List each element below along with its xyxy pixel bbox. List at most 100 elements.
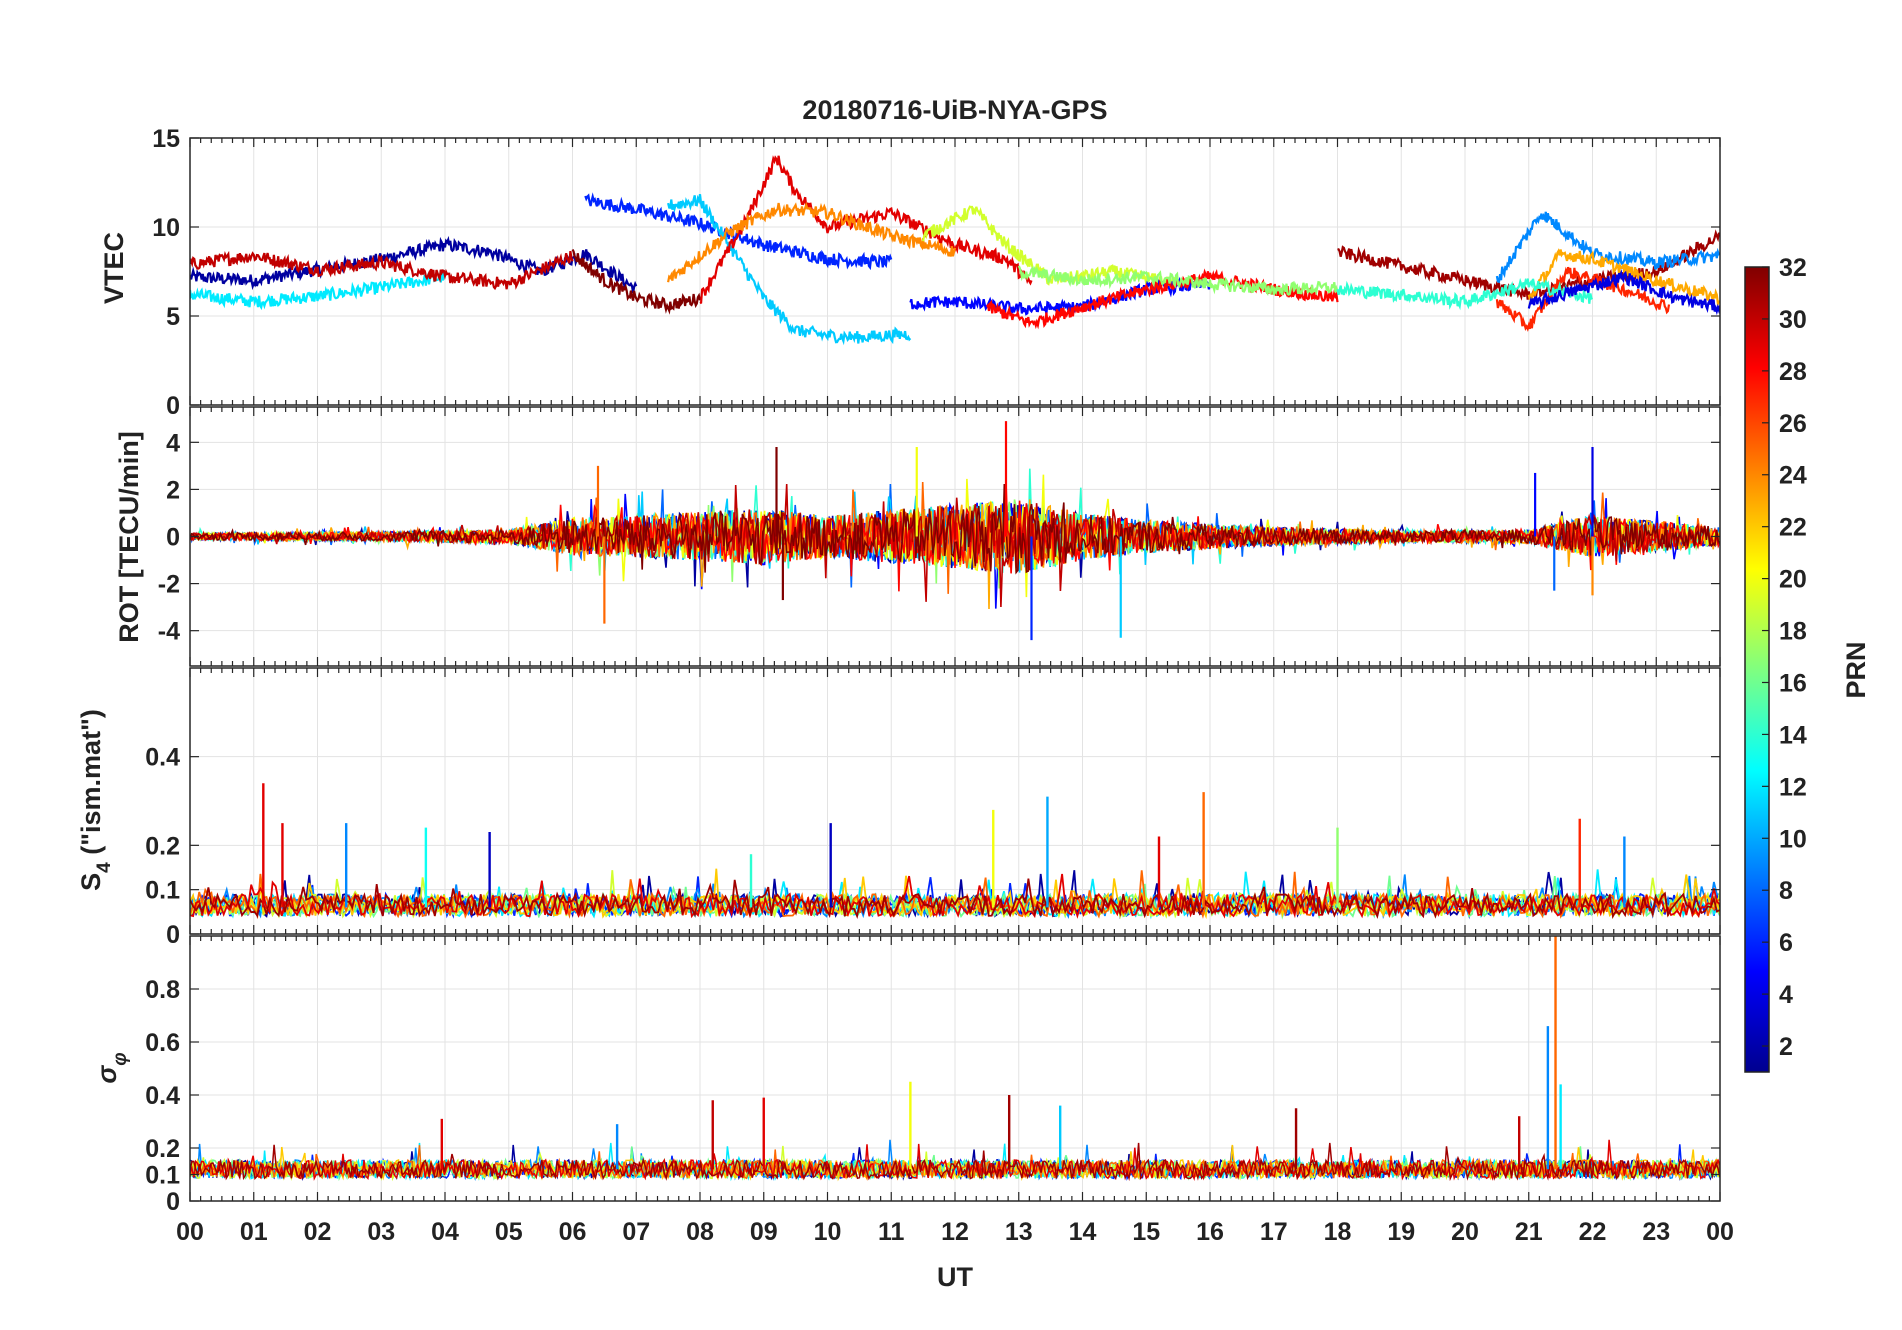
panel-s4-ytick-1: 0.1 (145, 877, 180, 905)
vtec-series-prn-12 (190, 269, 446, 311)
chart-title: 20180716-UiB-NYA-GPS (802, 95, 1107, 125)
panel-s4-ytick-2: 0.2 (145, 832, 180, 860)
x-tick-11: 11 (878, 1218, 905, 1246)
vtec-series-prn-11 (667, 194, 912, 346)
colorbar-tick-4: 10 (1779, 825, 1807, 853)
colorbar-tick-11: 24 (1779, 462, 1807, 490)
panel-sigma_phi-ytick-0: 0 (166, 1188, 180, 1216)
x-tick-22: 22 (1579, 1218, 1607, 1246)
x-tick-3: 03 (367, 1218, 395, 1246)
x-tick-0: 00 (176, 1218, 204, 1246)
colorbar-tick-12: 26 (1779, 410, 1807, 438)
panel-vtec-data (190, 155, 1720, 346)
panel-sigma_phi-ylabel: σφ (92, 1052, 131, 1083)
panel-rot-ytick-4: 4 (166, 429, 180, 457)
x-tick-labels: 00 01 02 03 04 05 06 07 08 09 10 11 12 13 14 15 16 17 18 19… (176, 1218, 1734, 1246)
x-tick-20: 20 (1451, 1218, 1479, 1246)
sigma_phi-series-prn-31 (190, 1142, 1720, 1182)
x-tick-23: 23 (1642, 1218, 1670, 1246)
colorbar-tick-9: 20 (1779, 566, 1807, 594)
x-tick-4: 04 (431, 1218, 459, 1246)
x-tick-5: 05 (495, 1218, 523, 1246)
vtec-series-prn-17 (1017, 265, 1339, 297)
x-tick-2: 02 (304, 1218, 332, 1246)
vtec-series-prn-31 (1337, 229, 1720, 302)
s4-series-prn-29 (190, 873, 1720, 919)
panel-vtec-ticks (189, 137, 1721, 406)
panel-sigma_phi-ytick-2: 0.2 (145, 1135, 180, 1163)
vtec-series-prn-27 (1495, 266, 1671, 332)
vtec-series-prn-14 (1336, 277, 1594, 311)
panel-rot-ticks (189, 407, 1721, 666)
panel-vtec-ylabel: VTEC (99, 232, 129, 304)
panel-rot: -4 -2 0 2 4 ROT [TECU/min] (114, 406, 1721, 667)
vtec-series-prn-24 (667, 201, 957, 283)
s4-series-prn-25 (190, 870, 1720, 920)
x-tick-6: 06 (559, 1218, 587, 1246)
x-tick-10: 10 (814, 1218, 842, 1246)
panel-vtec-ytick-0: 0 (166, 392, 180, 420)
panel-s4: 0 0.1 0.2 0.4 S4 ("ism.mat") (76, 667, 1721, 949)
x-tick-17: 17 (1260, 1218, 1288, 1246)
colorbar-tick-0: 2 (1779, 1033, 1793, 1061)
panel-s4-ytick-0: 0 (166, 921, 180, 949)
panel-sigma_phi-ytick-1: 0.1 (145, 1162, 180, 1190)
panel-vtec: 0 5 10 15 VTEC (99, 125, 1721, 420)
panel-rot-ytick-0: -4 (158, 618, 180, 646)
colorbar-tick-15: 32 (1779, 254, 1807, 282)
panel-sigma_phi-data (190, 936, 1720, 1182)
panel-vtec-ytick-3: 15 (152, 125, 180, 153)
x-tick-12: 12 (941, 1218, 969, 1246)
panel-sigma_phi-ticks (189, 936, 1721, 1202)
colorbar-tick-3: 8 (1779, 877, 1793, 905)
panel-sigma_phi-ytick-5: 0.8 (145, 976, 180, 1004)
s4-series-prn-31 (190, 878, 1720, 919)
colorbar-gradient (1744, 266, 1770, 1073)
panel-rot-data (190, 421, 1720, 641)
x-tick-16: 16 (1196, 1218, 1224, 1246)
colorbar-tick-7: 16 (1779, 669, 1807, 697)
panel-sigma_phi: 00.10.2 0.4 0.6 0.8 σφ (92, 935, 1721, 1216)
x-tick-8: 08 (686, 1218, 714, 1246)
panel-sigma_phi-ytick-3: 0.4 (145, 1082, 180, 1110)
colorbar-tick-6: 14 (1779, 721, 1807, 749)
panel-rot-ytick-3: 2 (166, 476, 180, 504)
colorbar-tick-14: 30 (1779, 306, 1807, 334)
colorbar-label: PRN (1841, 641, 1871, 698)
panel-rot-ytick-2: 0 (166, 524, 180, 552)
x-tick-13: 13 (1005, 1218, 1033, 1246)
x-tick-14: 14 (1069, 1218, 1097, 1246)
vtec-series-prn-32 (571, 248, 702, 315)
x-axis-title: UT (937, 1262, 973, 1292)
x-tick-24: 00 (1706, 1218, 1734, 1246)
x-tick-15: 15 (1132, 1218, 1160, 1246)
colorbar-tick-1: 4 (1779, 981, 1793, 1009)
x-tick-9: 09 (750, 1218, 778, 1246)
x-tick-19: 19 (1387, 1218, 1415, 1246)
colorbar-tick-2: 6 (1779, 929, 1793, 957)
rot-series-prn-32 (190, 483, 1720, 575)
x-tick-1: 01 (240, 1218, 268, 1246)
vtec-series-prn-28 (986, 268, 1339, 330)
x-tick-18: 18 (1324, 1218, 1352, 1246)
vtec-series-prn-30 (190, 250, 574, 291)
colorbar-tick-8: 18 (1779, 618, 1807, 646)
colorbar-tick-13: 28 (1779, 358, 1807, 386)
panel-vtec-ytick-1: 5 (166, 303, 180, 331)
panel-s4-ytick-3: 0.4 (145, 744, 180, 772)
panel-rot-ylabel: ROT [TECU/min] (114, 431, 144, 642)
panel-s4-ticks (189, 668, 1721, 935)
panel-s4-data (190, 783, 1720, 920)
colorbar-tick-5: 12 (1779, 773, 1807, 801)
vtec-series-prn-4 (1527, 268, 1720, 316)
panel-sigma_phi-ytick-4: 0.6 (145, 1029, 180, 1057)
x-tick-21: 21 (1515, 1218, 1543, 1246)
x-tick-7: 07 (622, 1218, 650, 1246)
panel-s4-ylabel: S4 ("ism.mat") (76, 709, 115, 891)
panel-vtec-ytick-2: 10 (152, 214, 180, 242)
colorbar-tick-10: 22 (1779, 514, 1807, 542)
panel-rot-ytick-1: -2 (158, 571, 180, 599)
